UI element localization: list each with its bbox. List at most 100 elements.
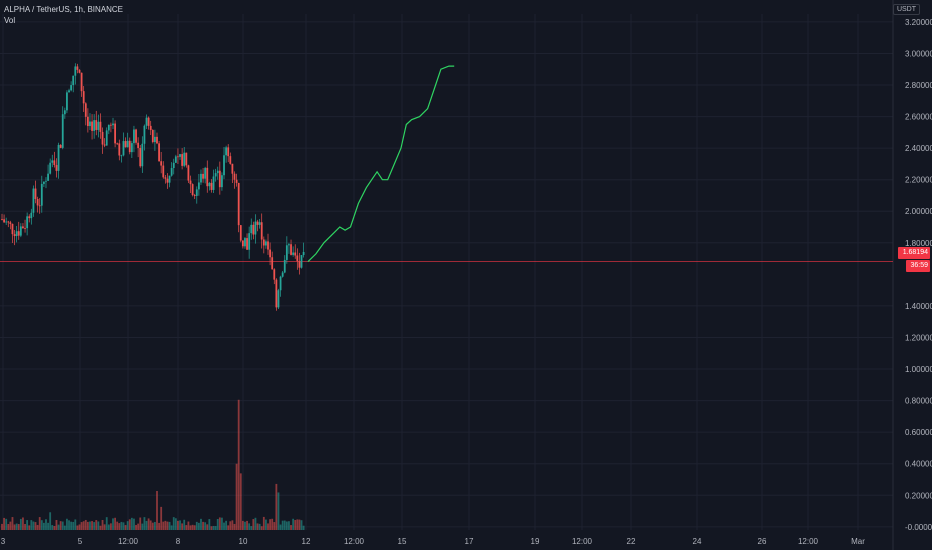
candle-body (122, 141, 125, 156)
y-axis-tick-label: 3.20000 (905, 18, 932, 27)
volume-bar (296, 519, 299, 530)
candle-body (95, 120, 98, 130)
candle-body (214, 173, 217, 177)
volume-bar (45, 519, 47, 530)
volume-bar (13, 524, 16, 530)
symbol-title[interactable]: ALPHA / TetherUS, 1h, BINANCE (4, 5, 124, 14)
candle-body (181, 154, 184, 166)
candle-body (120, 155, 123, 157)
volume-bar (153, 521, 156, 530)
volume-bar (137, 523, 140, 530)
candle-body (124, 141, 127, 148)
candle-body (193, 194, 196, 196)
candle-body (130, 143, 133, 153)
volume-bar (151, 522, 154, 530)
volume-bar (258, 523, 261, 530)
candle-body (179, 154, 181, 157)
candle-body (204, 167, 207, 179)
candle-body (210, 182, 213, 190)
volume-bar (202, 521, 204, 530)
candle-body (221, 175, 223, 188)
y-axis-tick-label: 0.40000 (905, 460, 932, 469)
volume-bar (38, 517, 41, 530)
volume-indicator-label[interactable]: Vol (4, 16, 16, 25)
candle-body (40, 183, 43, 206)
volume-bar (221, 517, 223, 530)
volume-bar (283, 520, 286, 530)
volume-bar (118, 523, 121, 530)
volume-bar (61, 521, 64, 530)
candle-body (254, 221, 257, 235)
candle-body (28, 216, 31, 219)
candle-body (158, 143, 160, 162)
volume-bar (237, 399, 240, 530)
candle-body (166, 178, 169, 183)
volume-bar (160, 506, 163, 530)
candle-body (149, 125, 152, 131)
volume-bar (95, 520, 98, 530)
candle-body (290, 244, 292, 255)
candle-body (296, 255, 299, 262)
candle-body (45, 180, 47, 182)
candle-body (294, 252, 297, 256)
volume-bar (288, 521, 290, 530)
candle-body (53, 160, 56, 166)
volume-bar (277, 492, 280, 530)
candle-body (223, 155, 225, 176)
volume-bar (130, 517, 133, 530)
y-axis-tick-label: 1.20000 (905, 333, 932, 342)
volume-bar (168, 521, 171, 530)
volume-bar (294, 520, 297, 530)
candle-body (15, 231, 18, 237)
volume-bar (216, 518, 219, 530)
candle-body (208, 182, 211, 187)
volume-bar (149, 520, 152, 530)
volume-bar (141, 523, 144, 530)
volume-bar (227, 525, 230, 530)
volume-bar (135, 524, 137, 530)
candle-body (246, 238, 248, 250)
candle-body (197, 182, 200, 190)
volume-bar (26, 520, 29, 530)
volume-bar (185, 525, 188, 530)
volume-bar (290, 525, 292, 530)
volume-bar (40, 520, 43, 530)
candle-body (172, 162, 175, 169)
candle-body (170, 168, 173, 176)
candle-body (145, 117, 148, 126)
volume-bar (210, 526, 213, 530)
volume-bar (24, 523, 26, 530)
candle-body (3, 219, 5, 223)
volume-bar (177, 520, 179, 530)
candle-body (256, 221, 259, 225)
candle-body (116, 143, 119, 145)
candle-body (168, 175, 171, 183)
volume-bar (143, 517, 146, 530)
candle-body (206, 167, 209, 187)
candle-body (267, 241, 269, 250)
candle-body (202, 173, 204, 179)
candle-body (84, 103, 87, 117)
candle-body (143, 125, 146, 144)
currency-unit-label[interactable]: USDT (892, 4, 920, 15)
candle-countdown-badge: 36:59 (906, 260, 930, 272)
candle-body (265, 241, 267, 246)
volume-bar (233, 523, 236, 530)
candle-body (118, 143, 121, 156)
volume-bar (246, 520, 248, 530)
candle-body (70, 85, 73, 91)
x-axis-tick-label: 24 (693, 537, 702, 546)
x-axis-tick-label: 19 (531, 537, 540, 546)
volume-bar (66, 518, 68, 530)
candle-body (59, 144, 62, 148)
candle-body (218, 170, 221, 188)
y-axis-tick-label: 2.20000 (905, 176, 932, 185)
y-axis-tick-label: 0.20000 (905, 491, 932, 500)
candle-body (68, 90, 70, 93)
x-axis-tick-label: 15 (398, 537, 407, 546)
volume-bar (97, 521, 100, 530)
candle-body (162, 165, 165, 178)
candle-body (63, 110, 66, 115)
